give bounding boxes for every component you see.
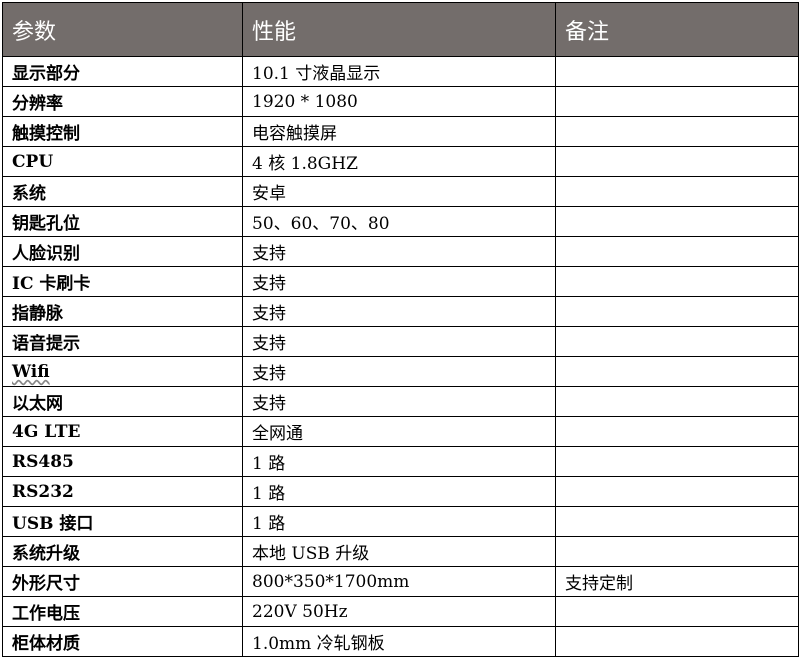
table-row: 系统 安卓 bbox=[2, 176, 799, 207]
value-cell: 800*350*1700mm bbox=[242, 566, 556, 597]
note-cell bbox=[555, 326, 799, 357]
note-cell bbox=[555, 506, 799, 537]
header-param: 参数 bbox=[2, 2, 243, 57]
value-cell: 220V 50Hz bbox=[242, 596, 556, 627]
param-cell: 4G LTE bbox=[2, 416, 243, 447]
param-cell: 触摸控制 bbox=[2, 116, 243, 147]
value-cell: 支持 bbox=[242, 296, 556, 327]
param-cell: 柜体材质 bbox=[2, 626, 243, 657]
table-row: 人脸识别 支持 bbox=[2, 236, 799, 267]
header-notes: 备注 bbox=[555, 2, 799, 57]
note-cell bbox=[555, 476, 799, 507]
note-cell bbox=[555, 86, 799, 117]
value-cell: 支持 bbox=[242, 356, 556, 387]
note-cell bbox=[555, 236, 799, 267]
param-cell: USB 接口 bbox=[2, 506, 243, 537]
value-cell: 1 路 bbox=[242, 506, 556, 537]
note-cell bbox=[555, 206, 799, 237]
table-row: CPU 4 核 1.8GHZ bbox=[2, 146, 799, 177]
table-row: 指静脉 支持 bbox=[2, 296, 799, 327]
param-cell: 工作电压 bbox=[2, 596, 243, 627]
param-cell: 系统 bbox=[2, 176, 243, 207]
note-cell bbox=[555, 176, 799, 207]
value-cell: 支持 bbox=[242, 386, 556, 417]
note-cell bbox=[555, 296, 799, 327]
table-row: RS232 1 路 bbox=[2, 476, 799, 507]
header-performance: 性能 bbox=[242, 2, 556, 57]
table-row: Wifi 支持 bbox=[2, 356, 799, 387]
note-cell bbox=[555, 56, 799, 87]
param-cell: RS232 bbox=[2, 476, 243, 507]
note-cell bbox=[555, 386, 799, 417]
param-cell: IC 卡刷卡 bbox=[2, 266, 243, 297]
value-cell: 本地 USB 升级 bbox=[242, 536, 556, 567]
table-row: 工作电压 220V 50Hz bbox=[2, 596, 799, 627]
param-cell: 分辨率 bbox=[2, 86, 243, 117]
param-cell: 语音提示 bbox=[2, 326, 243, 357]
table-row: 外形尺寸 800*350*1700mm 支持定制 bbox=[2, 566, 799, 597]
note-cell bbox=[555, 626, 799, 657]
value-cell: 电容触摸屏 bbox=[242, 116, 556, 147]
value-cell: 全网通 bbox=[242, 416, 556, 447]
value-cell: 1 路 bbox=[242, 446, 556, 477]
value-cell: 1920 * 1080 bbox=[242, 86, 556, 117]
value-cell: 1 路 bbox=[242, 476, 556, 507]
table-row: RS485 1 路 bbox=[2, 446, 799, 477]
param-cell: 显示部分 bbox=[2, 56, 243, 87]
table-row: IC 卡刷卡 支持 bbox=[2, 266, 799, 297]
table-row: 显示部分 10.1 寸液晶显示 bbox=[2, 56, 799, 87]
value-cell: 支持 bbox=[242, 326, 556, 357]
value-cell: 10.1 寸液晶显示 bbox=[242, 56, 556, 87]
table-row: 钥匙孔位 50、60、70、80 bbox=[2, 206, 799, 237]
param-cell: 人脸识别 bbox=[2, 236, 243, 267]
param-cell: Wifi bbox=[2, 356, 243, 387]
table-row: USB 接口 1 路 bbox=[2, 506, 799, 537]
param-cell: 外形尺寸 bbox=[2, 566, 243, 597]
value-cell: 支持 bbox=[242, 266, 556, 297]
param-cell: 钥匙孔位 bbox=[2, 206, 243, 237]
note-cell bbox=[555, 446, 799, 477]
note-cell bbox=[555, 266, 799, 297]
param-cell: CPU bbox=[2, 146, 243, 177]
note-cell bbox=[555, 596, 799, 627]
value-cell: 1.0mm 冷轧钢板 bbox=[242, 626, 556, 657]
param-cell: 指静脉 bbox=[2, 296, 243, 327]
note-cell bbox=[555, 116, 799, 147]
note-cell bbox=[555, 356, 799, 387]
param-cell: RS485 bbox=[2, 446, 243, 477]
value-cell: 支持 bbox=[242, 236, 556, 267]
table-row: 柜体材质 1.0mm 冷轧钢板 bbox=[2, 626, 799, 657]
note-cell bbox=[555, 536, 799, 567]
value-cell: 4 核 1.8GHZ bbox=[242, 146, 556, 177]
table-row: 语音提示 支持 bbox=[2, 326, 799, 357]
header-row: 参数 性能 备注 bbox=[2, 2, 799, 57]
value-cell: 安卓 bbox=[242, 176, 556, 207]
table-row: 触摸控制 电容触摸屏 bbox=[2, 116, 799, 147]
param-cell: 系统升级 bbox=[2, 536, 243, 567]
value-cell: 50、60、70、80 bbox=[242, 206, 556, 237]
table-row: 分辨率 1920 * 1080 bbox=[2, 86, 799, 117]
table-row: 以太网 支持 bbox=[2, 386, 799, 417]
table-row: 系统升级 本地 USB 升级 bbox=[2, 536, 799, 567]
param-cell: 以太网 bbox=[2, 386, 243, 417]
table-row: 4G LTE 全网通 bbox=[2, 416, 799, 447]
note-cell: 支持定制 bbox=[555, 566, 799, 597]
note-cell bbox=[555, 146, 799, 177]
note-cell bbox=[555, 416, 799, 447]
